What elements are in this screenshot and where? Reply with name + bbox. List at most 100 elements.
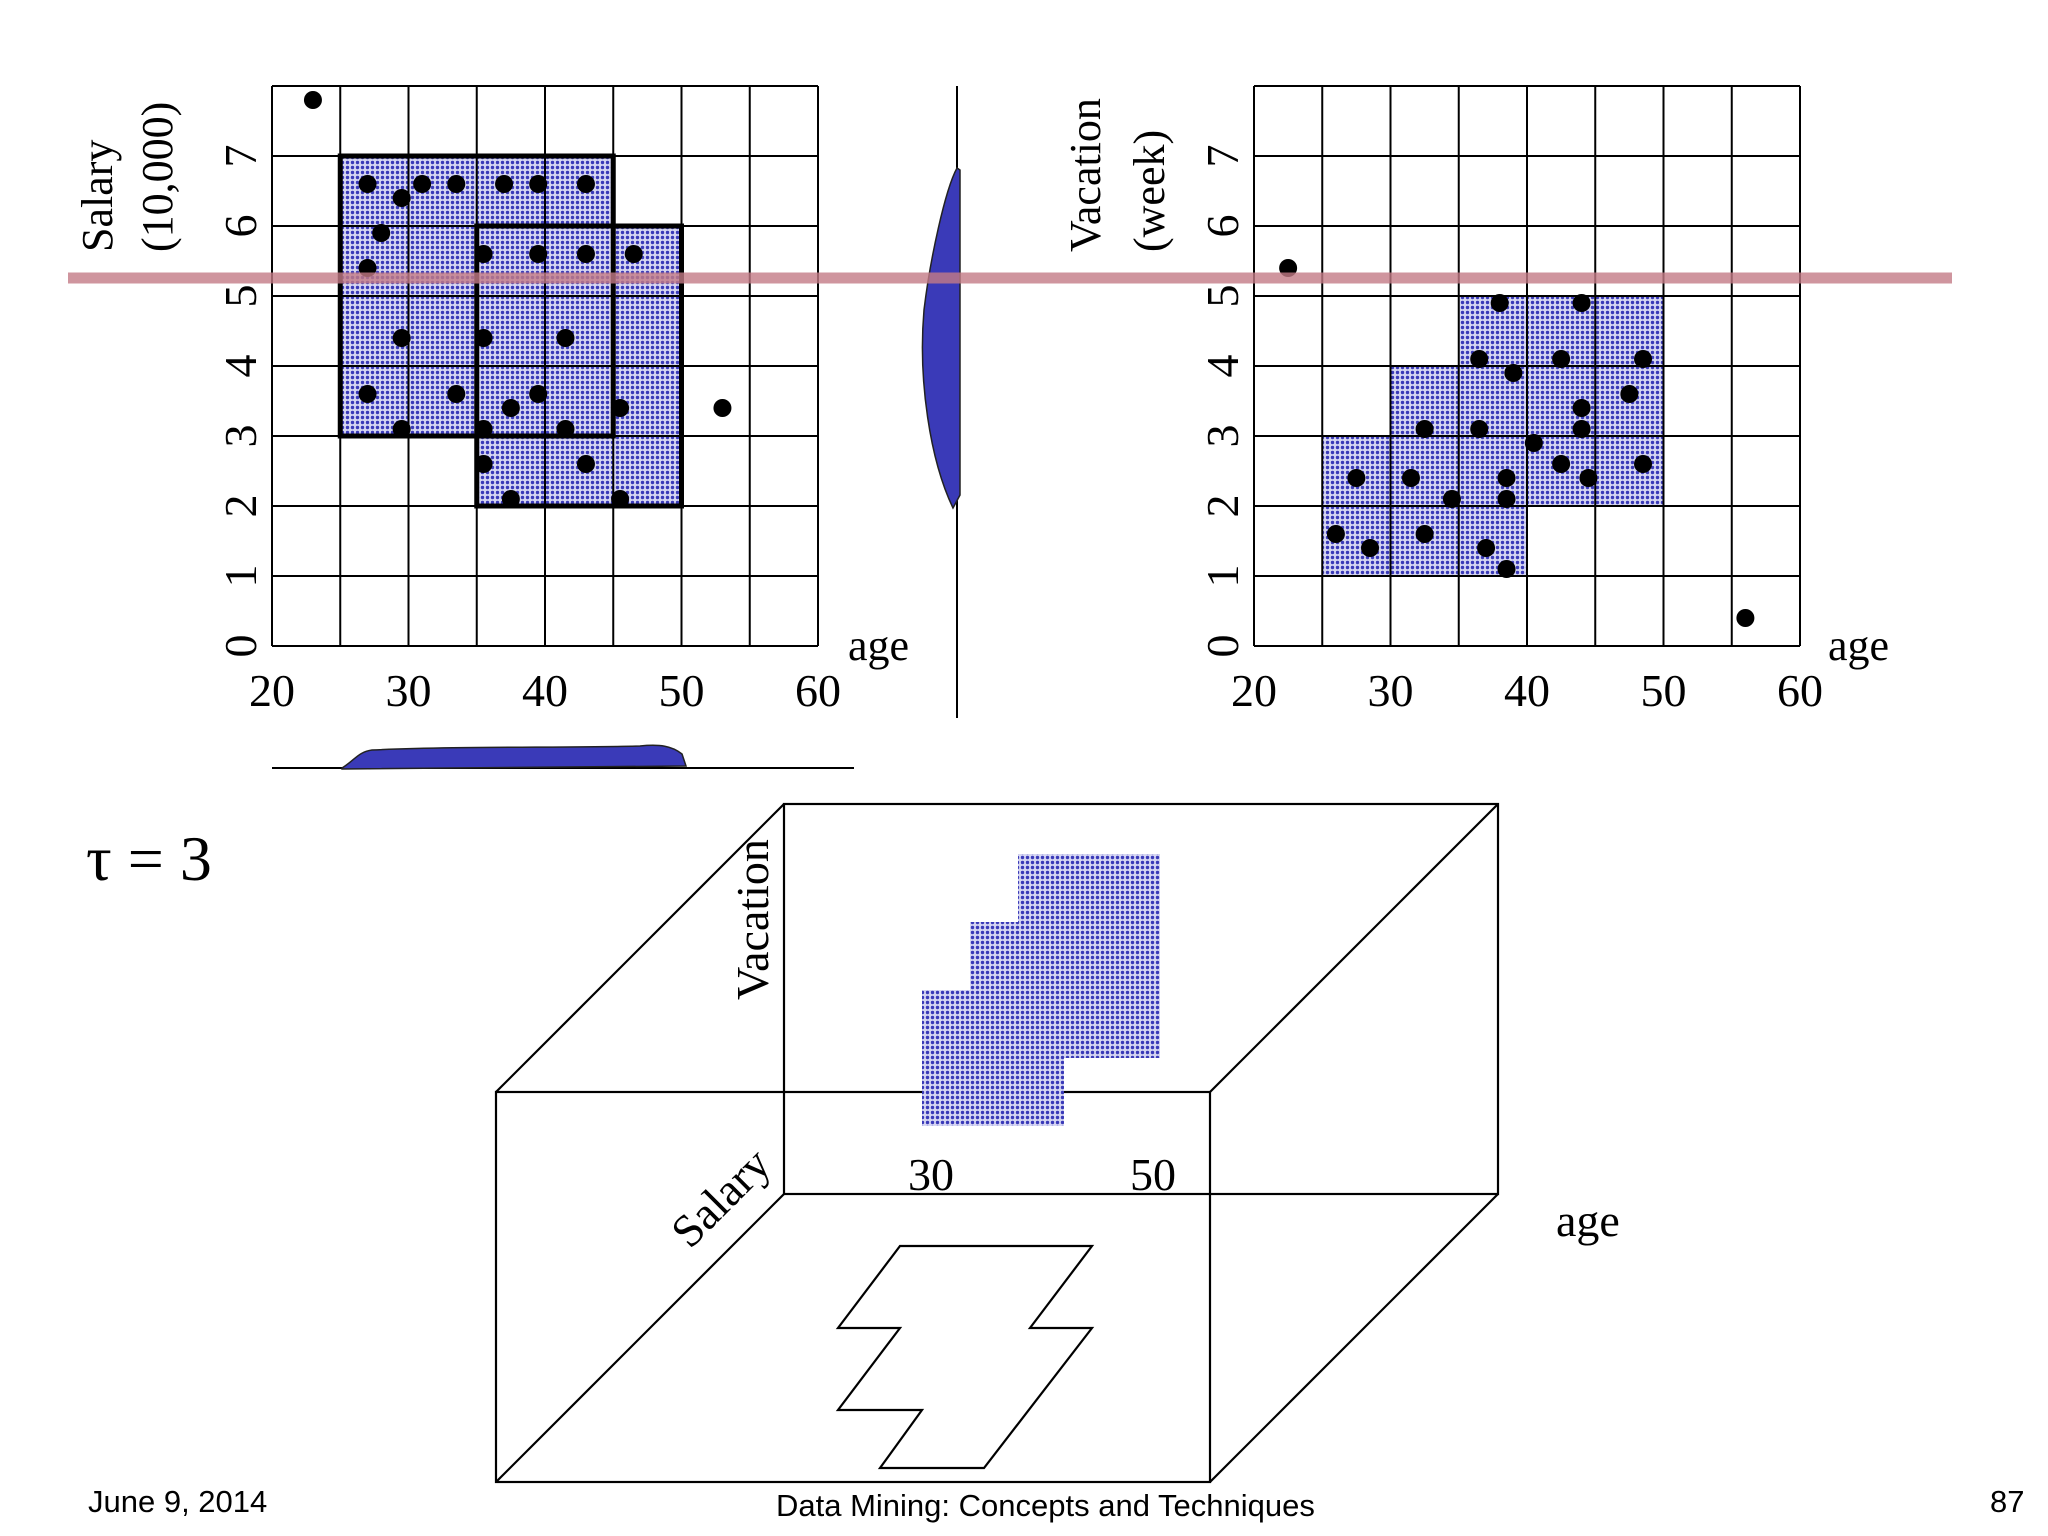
data-point xyxy=(501,490,520,508)
vacation-data-points xyxy=(1279,259,1755,627)
data-point xyxy=(1504,364,1523,382)
y-tick-label: 3 xyxy=(215,425,266,448)
x-tick-label: 60 xyxy=(795,665,841,716)
box-edge-bottom-right xyxy=(1209,1193,1499,1483)
data-point xyxy=(1477,539,1496,557)
proj-tick-50: 50 xyxy=(1130,1149,1176,1200)
dense-cell xyxy=(1595,296,1664,366)
x-tick-label: 40 xyxy=(1504,665,1550,716)
salary-x-ticks: 20 30 40 50 60 xyxy=(249,665,841,716)
data-point xyxy=(1347,469,1366,487)
y-tick-label: 5 xyxy=(1197,285,1248,308)
x-tick-label: 50 xyxy=(1641,665,1687,716)
data-point xyxy=(303,91,322,109)
salary-region-outlines xyxy=(337,153,684,509)
x-tick-label: 20 xyxy=(249,665,295,716)
salary-x-axis-label: age xyxy=(848,621,909,670)
data-point xyxy=(474,455,493,473)
data-point xyxy=(1470,350,1489,368)
vacation-y-axis-unit: (week) xyxy=(1125,130,1174,252)
x-tick-label: 30 xyxy=(386,665,432,716)
data-point xyxy=(611,490,630,508)
proj-salary-label: Salary xyxy=(661,1138,780,1257)
salary-marginal-density xyxy=(921,166,961,510)
salary-y-ticks: 0 1 2 3 4 5 6 7 xyxy=(215,145,266,658)
data-point xyxy=(576,245,595,263)
box-edge-top-right xyxy=(1209,803,1499,1093)
proj-age-label: age xyxy=(1556,1195,1620,1246)
footer-date: June 9, 2014 xyxy=(88,1484,268,1519)
data-point xyxy=(624,245,643,263)
box-edge-bottom-left xyxy=(495,1193,785,1483)
x-tick-label: 50 xyxy=(659,665,705,716)
proj-cell-c xyxy=(1018,854,1160,1058)
box-back-face xyxy=(782,802,1500,1196)
proj-vacation-label: Vacation xyxy=(727,839,778,1000)
y-tick-label: 0 xyxy=(215,635,266,658)
data-point xyxy=(392,189,411,207)
y-tick-label: 1 xyxy=(215,565,266,588)
data-point xyxy=(474,329,493,347)
vacation-y-ticks: 0 1 2 3 4 5 6 7 xyxy=(1197,145,1248,658)
data-point xyxy=(1326,525,1345,543)
y-tick-label: 1 xyxy=(1197,565,1248,588)
data-point xyxy=(1620,385,1639,403)
data-point xyxy=(1572,399,1591,417)
x-tick-label: 20 xyxy=(1231,665,1277,716)
salary-age-chart: 20 30 40 50 60 0 1 2 3 4 5 6 7 age Salary (10,000) xyxy=(73,85,909,716)
x-tick-label: 30 xyxy=(1368,665,1414,716)
data-point xyxy=(576,455,595,473)
data-point xyxy=(1497,469,1516,487)
data-point xyxy=(576,175,595,193)
data-point xyxy=(611,399,630,417)
data-point xyxy=(1634,350,1653,368)
salary-dense-regions xyxy=(340,156,682,506)
data-point xyxy=(1470,420,1489,438)
y-tick-label: 2 xyxy=(215,495,266,518)
projected-vacation-region xyxy=(922,854,1160,1126)
data-point xyxy=(529,245,548,263)
data-point xyxy=(556,329,575,347)
y-tick-label: 0 xyxy=(1197,635,1248,658)
data-point xyxy=(413,175,432,193)
projected-salary-outline xyxy=(835,1244,1095,1470)
y-tick-label: 6 xyxy=(1197,215,1248,238)
y-tick-label: 2 xyxy=(1197,495,1248,518)
data-point xyxy=(1415,420,1434,438)
data-point xyxy=(1572,420,1591,438)
data-point xyxy=(1572,294,1591,312)
data-point xyxy=(1497,490,1516,508)
projection-box xyxy=(494,802,1500,1484)
vacation-age-chart: 20 30 40 50 60 0 1 2 3 4 5 6 7 age Vacation (week) xyxy=(1061,85,1889,716)
proj-tick-30: 30 xyxy=(908,1149,954,1200)
data-point xyxy=(447,175,466,193)
data-point xyxy=(474,420,493,438)
dense-cell xyxy=(1458,506,1527,576)
dense-region-outline-1 xyxy=(474,223,684,509)
data-point xyxy=(495,175,514,193)
data-point xyxy=(447,385,466,403)
dense-cell xyxy=(1458,436,1527,506)
box-front-face xyxy=(494,1090,1212,1484)
y-tick-label: 5 xyxy=(215,285,266,308)
data-point xyxy=(1552,455,1571,473)
x-tick-label: 40 xyxy=(522,665,568,716)
footer-title: Data Mining: Concepts and Techniques xyxy=(776,1488,1315,1523)
vacation-y-axis-label: Vacation xyxy=(1061,98,1110,252)
data-point xyxy=(1497,560,1516,578)
data-point xyxy=(713,399,732,417)
data-point xyxy=(372,224,391,242)
data-point xyxy=(1524,434,1543,452)
data-point xyxy=(1736,609,1755,627)
vacation-x-ticks: 20 30 40 50 60 xyxy=(1231,665,1823,716)
data-point xyxy=(1415,525,1434,543)
data-point xyxy=(529,385,548,403)
salary-y-axis-label: Salary xyxy=(73,140,122,252)
y-tick-label: 4 xyxy=(215,355,266,378)
data-point xyxy=(556,420,575,438)
data-point xyxy=(501,399,520,417)
data-point xyxy=(1401,469,1420,487)
vacation-x-axis-label: age xyxy=(1828,621,1889,670)
footer-page-number: 87 xyxy=(1990,1484,2025,1519)
